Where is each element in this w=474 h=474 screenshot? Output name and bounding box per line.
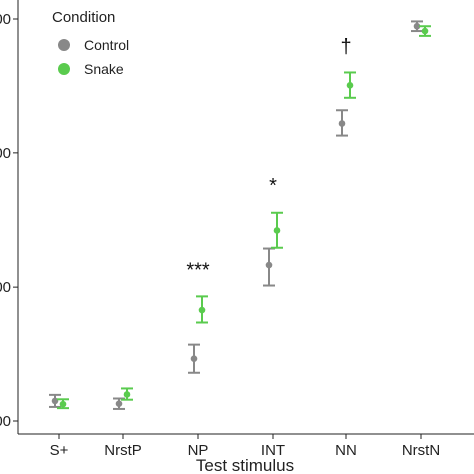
data-point [421, 27, 429, 35]
axes [17, 0, 474, 435]
x-tick-label-np: NP [188, 442, 209, 459]
data-marks [49, 20, 431, 410]
data-point [190, 355, 198, 362]
data-point [265, 261, 273, 269]
data-point [413, 22, 421, 30]
legend-label-control: Control [84, 37, 129, 53]
data-point [59, 400, 67, 408]
annotation-np: *** [186, 259, 210, 281]
series-control [49, 20, 423, 410]
y-axis-ticks: 00 00 00 00 [0, 11, 18, 430]
x-tick-label-splus: S+ [50, 442, 69, 459]
y-tick-label: 00 [0, 413, 11, 430]
data-point [115, 400, 123, 408]
legend: Condition Control Snake [52, 9, 129, 77]
y-tick-label: 00 [0, 145, 11, 162]
data-point [198, 306, 206, 314]
annotation-int: * [269, 175, 277, 197]
data-point [346, 82, 354, 89]
data-point [338, 120, 346, 127]
legend-label-snake: Snake [84, 61, 124, 77]
data-point [273, 227, 281, 234]
x-axis-title: Test stimulus [196, 456, 294, 474]
x-tick-label-nrstn: NrstN [402, 442, 440, 459]
legend-marker-snake [58, 63, 70, 75]
y-tick-label: 00 [0, 11, 11, 28]
data-point [51, 397, 59, 405]
x-tick-label-nrstp: NrstP [104, 442, 142, 459]
annotation-nn: † [340, 36, 351, 58]
x-tick-label-int: INT [261, 442, 285, 459]
legend-marker-control [58, 39, 70, 51]
series-snake [57, 25, 431, 410]
legend-title: Condition [52, 9, 115, 26]
x-tick-label-nn: NN [335, 442, 357, 459]
y-tick-label: 00 [0, 279, 11, 296]
x-axis-ticks: S+ NrstP NP INT NN NrstN [50, 434, 440, 459]
data-point [123, 391, 131, 398]
significance-annotations: ****† [186, 36, 351, 281]
